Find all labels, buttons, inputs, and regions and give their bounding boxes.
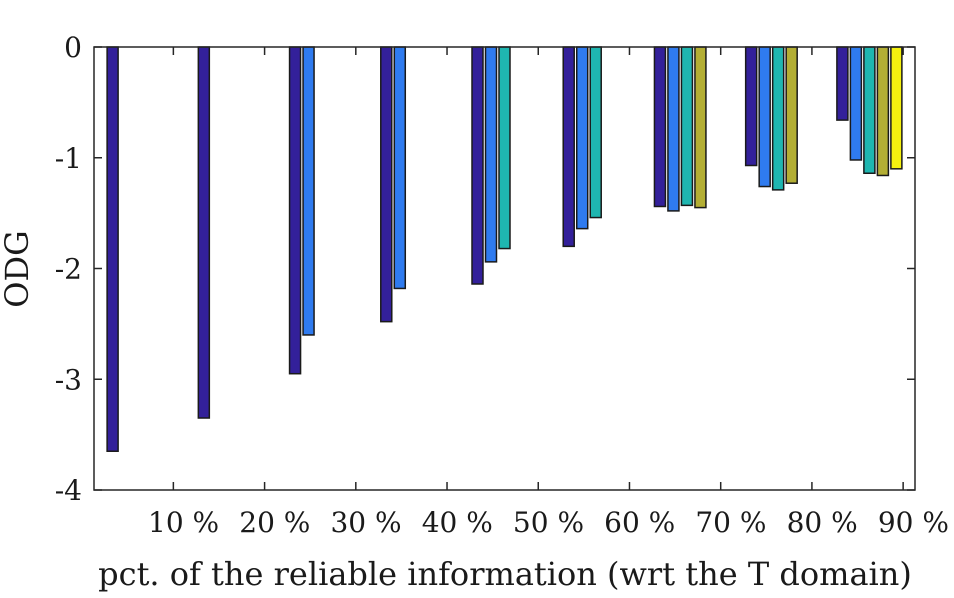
x-axis-title: pct. of the reliable information (wrt th… [98,555,912,593]
bar-4-2 [393,46,407,290]
bar-9-4 [876,46,890,177]
y-tick-label: -4 [55,474,82,507]
bar-8-2 [758,46,771,188]
bar-9-2 [849,46,863,161]
bar-5-3 [498,46,511,250]
y-tick-label: -2 [55,253,82,286]
bar-5-1 [471,46,484,285]
bar-6-1 [562,46,575,248]
bar-7-3 [680,46,694,207]
bar-4-1 [380,46,393,323]
bar-7-4 [694,46,707,209]
bar-1-1 [106,46,119,452]
bar-7-1 [653,46,667,208]
x-tick-label: 90 % [878,506,949,539]
bar-3-1 [288,46,302,375]
x-tick-label: 20 % [239,506,310,539]
bar-5-2 [484,46,498,263]
ticks-layer: 0 -1 -2 -3 -4 10 % 20 % 30 % 40 % 50 % 60 % 70 % 80 … [55,31,949,539]
bar-8-3 [771,46,785,191]
bar-9-3 [863,46,876,174]
bar-8-4 [785,46,798,184]
bar-3-2 [302,46,315,336]
bar-9-5 [890,46,903,170]
bar-6-3 [589,46,602,219]
x-tick-label: 70 % [695,506,766,539]
x-tick-label: 40 % [422,506,493,539]
bar-9-1 [836,46,849,121]
y-tick-label: 0 [64,31,82,64]
x-tick-label: 30 % [330,506,401,539]
y-axis-title: ODG [0,230,36,307]
bar-2-1 [197,46,211,419]
y-tick-label: -1 [55,142,82,175]
bar-8-1 [744,46,758,167]
x-tick-label: 10 % [148,506,219,539]
bars-layer [106,46,903,452]
bar-7-2 [667,46,680,212]
x-tick-label: 60 % [604,506,675,539]
x-tick-label: 80 % [787,506,858,539]
bar-6-2 [575,46,589,230]
y-tick-label: -3 [55,363,82,396]
x-tick-label: 50 % [513,506,584,539]
